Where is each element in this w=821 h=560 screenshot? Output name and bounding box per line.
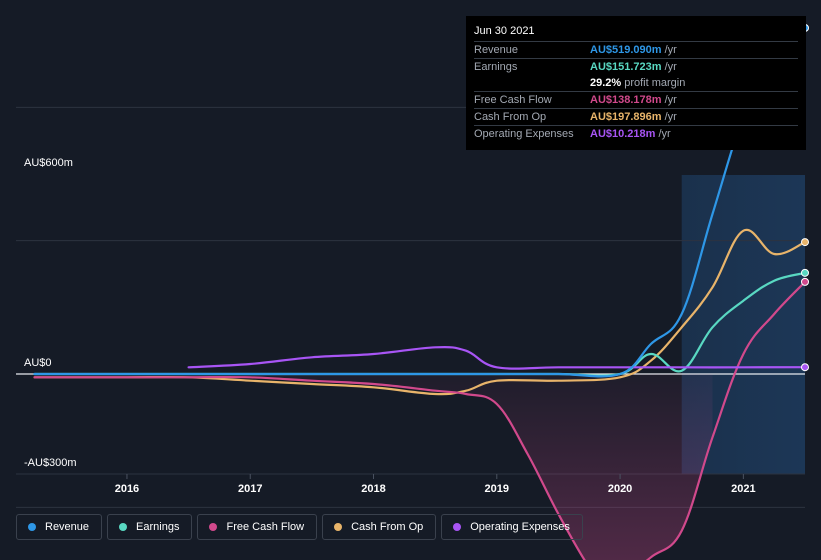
series-end-point-operating-expenses <box>801 363 809 372</box>
tooltip-value: AU$519.090m <box>590 44 662 56</box>
legend-dot-icon <box>119 523 128 531</box>
series-line-revenue <box>33 24 807 378</box>
series-line-free-cash-flow <box>33 280 807 560</box>
legend-item-cash-from-op[interactable]: Cash From Op <box>322 514 437 540</box>
tooltip-row-operating-expenses: Operating Expenses AU$10.218m /yr <box>474 125 798 142</box>
tooltip-value: AU$10.218m <box>590 128 656 140</box>
tooltip-unit: /yr <box>664 44 677 56</box>
tooltip-label: Revenue <box>474 44 519 56</box>
legend: Revenue Earnings Free Cash Flow Cash Fro… <box>16 514 583 542</box>
tooltip-unit: /yr <box>658 128 671 140</box>
tooltip-label: Operating Expenses <box>474 128 574 140</box>
y-label-zero: AU$0 <box>24 357 52 369</box>
legend-label: Cash From Op <box>351 521 424 533</box>
series-end-point-cash-from-op <box>801 238 809 247</box>
legend-item-revenue[interactable]: Revenue <box>16 514 103 540</box>
tooltip-row-earnings: Earnings AU$151.723m /yr <box>474 58 798 75</box>
tooltip-value: AU$138.178m <box>590 94 662 106</box>
legend-item-earnings[interactable]: Earnings <box>107 514 193 540</box>
legend-dot-icon <box>334 523 343 531</box>
legend-label: Operating Expenses <box>470 521 570 533</box>
x-tick-label: 2020 <box>608 483 632 495</box>
profit-margin-label: profit margin <box>624 77 686 89</box>
tooltip-row-revenue: Revenue AU$519.090m /yr <box>474 41 798 58</box>
legend-label: Free Cash Flow <box>226 521 305 533</box>
series-line-operating-expenses <box>187 345 807 370</box>
tooltip-row-free-cash-flow: Free Cash Flow AU$138.178m /yr <box>474 91 798 108</box>
y-label-top: AU$600m <box>24 157 73 169</box>
tooltip-unit: /yr <box>664 111 677 123</box>
free-cash-flow-area <box>34 374 713 560</box>
series-end-point-earnings <box>801 268 809 277</box>
tooltip-label: Free Cash Flow <box>474 94 552 106</box>
tooltip-value: AU$151.723m <box>590 61 662 73</box>
profit-margin-value: 29.2% <box>590 77 622 89</box>
x-tick-label: 2017 <box>238 483 262 495</box>
x-tick-label: 2021 <box>731 483 755 495</box>
legend-dot-icon <box>28 523 36 531</box>
legend-item-operating-expenses[interactable]: Operating Expenses <box>441 514 583 540</box>
legend-label: Earnings <box>136 521 180 533</box>
tooltip-row-cash-from-op: Cash From Op AU$197.896m /yr <box>474 108 798 125</box>
x-tick-label: 2019 <box>485 483 509 495</box>
legend-dot-icon <box>453 523 462 531</box>
tooltip-unit: /yr <box>664 61 677 73</box>
tooltip-label: Cash From Op <box>474 111 547 123</box>
x-tick-label: 2016 <box>115 483 139 495</box>
x-tick-label: 2018 <box>361 483 385 495</box>
y-label-bottom: -AU$300m <box>24 457 77 469</box>
tooltip-label: Earnings <box>474 61 518 73</box>
legend-dot-icon <box>209 523 218 531</box>
series-end-point-free-cash-flow <box>801 277 809 286</box>
tooltip-row-margin: 29.2% profit margin <box>474 75 798 91</box>
tooltip-unit: /yr <box>664 94 677 106</box>
legend-label: Revenue <box>45 521 90 533</box>
tooltip-panel: Jun 30 2021 Revenue AU$519.090m /yr Earn… <box>466 16 806 150</box>
tooltip-value: AU$197.896m <box>590 111 662 123</box>
legend-item-free-cash-flow[interactable]: Free Cash Flow <box>197 514 318 540</box>
tooltip-date: Jun 30 2021 <box>474 25 535 37</box>
